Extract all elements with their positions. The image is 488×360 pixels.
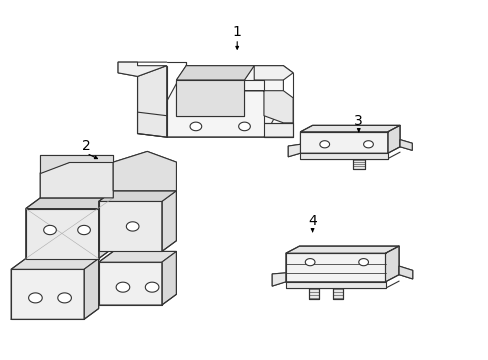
Polygon shape bbox=[113, 152, 176, 191]
Polygon shape bbox=[352, 158, 364, 169]
Polygon shape bbox=[254, 66, 292, 80]
Polygon shape bbox=[285, 253, 385, 282]
Polygon shape bbox=[300, 132, 387, 153]
Polygon shape bbox=[118, 62, 166, 76]
Polygon shape bbox=[126, 222, 139, 231]
Polygon shape bbox=[11, 269, 84, 319]
Polygon shape bbox=[244, 91, 292, 123]
Polygon shape bbox=[78, 225, 90, 235]
Polygon shape bbox=[26, 208, 99, 258]
Polygon shape bbox=[99, 198, 113, 258]
Polygon shape bbox=[99, 251, 176, 262]
Polygon shape bbox=[385, 246, 398, 282]
Polygon shape bbox=[176, 66, 254, 80]
Polygon shape bbox=[137, 112, 166, 137]
Polygon shape bbox=[264, 123, 292, 137]
Polygon shape bbox=[308, 288, 318, 299]
Polygon shape bbox=[398, 266, 412, 279]
Polygon shape bbox=[190, 122, 201, 131]
Text: 3: 3 bbox=[354, 114, 363, 128]
Polygon shape bbox=[300, 125, 399, 132]
Polygon shape bbox=[166, 66, 283, 137]
Polygon shape bbox=[137, 66, 166, 137]
Text: 1: 1 bbox=[232, 25, 241, 39]
Polygon shape bbox=[285, 282, 385, 288]
Polygon shape bbox=[358, 258, 368, 266]
Polygon shape bbox=[272, 273, 285, 286]
Polygon shape bbox=[162, 251, 176, 305]
Polygon shape bbox=[26, 198, 113, 208]
Polygon shape bbox=[58, 293, 71, 303]
Polygon shape bbox=[99, 262, 162, 305]
Text: 2: 2 bbox=[82, 139, 91, 153]
Polygon shape bbox=[116, 282, 129, 292]
Polygon shape bbox=[162, 191, 176, 251]
Polygon shape bbox=[11, 258, 99, 269]
Polygon shape bbox=[40, 155, 113, 173]
Polygon shape bbox=[43, 225, 56, 235]
Polygon shape bbox=[387, 125, 399, 153]
Polygon shape bbox=[363, 141, 372, 148]
Polygon shape bbox=[319, 141, 329, 148]
Polygon shape bbox=[300, 153, 387, 158]
Polygon shape bbox=[40, 162, 113, 198]
Polygon shape bbox=[305, 258, 314, 266]
Polygon shape bbox=[29, 293, 42, 303]
Polygon shape bbox=[99, 202, 162, 251]
Text: 4: 4 bbox=[307, 214, 316, 228]
Polygon shape bbox=[287, 144, 300, 157]
Polygon shape bbox=[333, 288, 343, 299]
Polygon shape bbox=[176, 80, 244, 116]
Polygon shape bbox=[399, 140, 411, 150]
Polygon shape bbox=[99, 191, 176, 202]
Polygon shape bbox=[145, 282, 159, 292]
Polygon shape bbox=[238, 122, 250, 131]
Polygon shape bbox=[84, 258, 99, 319]
Polygon shape bbox=[285, 246, 398, 253]
